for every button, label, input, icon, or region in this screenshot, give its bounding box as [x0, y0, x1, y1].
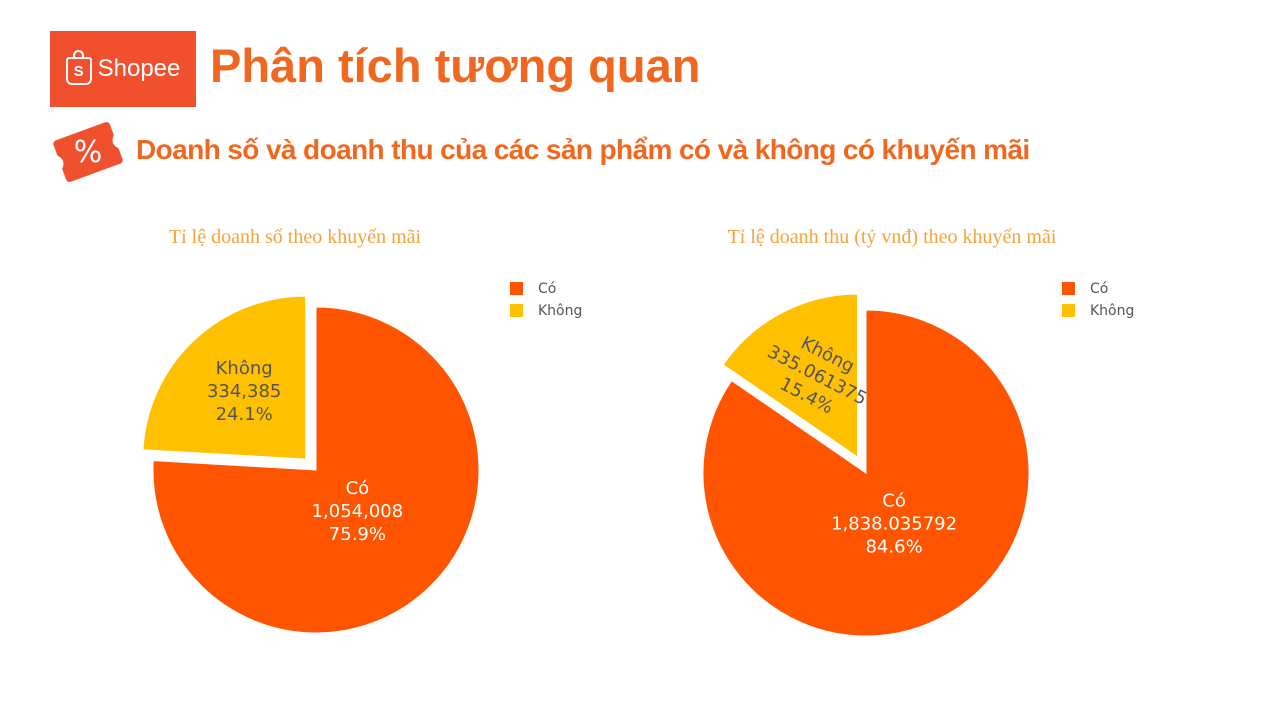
- slice-percent: 84.6%: [865, 536, 922, 557]
- discount-tag-icon: %: [53, 122, 123, 182]
- legend-swatch-co: [510, 282, 523, 295]
- legend-swatch-khong: [510, 304, 523, 317]
- pie-slice-co: [702, 309, 1030, 637]
- legend-label-co: Có: [538, 281, 556, 297]
- pie-slice-khong: [722, 293, 859, 459]
- logo-text: Shopee: [97, 55, 181, 82]
- slice-name: Không: [216, 358, 273, 379]
- chart-2-legend: Có Không: [1062, 281, 1134, 319]
- chart-revenue-ratio: Tỉ lệ doanh thu (tỷ vnđ) theo khuyến mãi…: [702, 226, 1134, 637]
- pie-slice-khong: [142, 295, 307, 460]
- chart-sales-ratio: Tỉ lệ doanh số theo khuyến mãi Có 1,054,0…: [142, 226, 582, 634]
- page-title: Phân tích tương quan: [210, 39, 701, 92]
- legend-swatch-co: [1062, 282, 1075, 295]
- chart-1-legend: Có Không: [510, 281, 582, 319]
- shopee-logo: S Shopee: [50, 31, 196, 107]
- slice-percent: 75.9%: [329, 524, 386, 545]
- chart-2-pie: Có 1,838.035792 84.6%Không335.06137515.4%: [702, 293, 1030, 637]
- tag-symbol: %: [74, 135, 103, 170]
- legend-label-khong: Không: [1090, 303, 1134, 319]
- slice-value: 1,838.035792: [831, 513, 957, 534]
- legend-swatch-khong: [1062, 304, 1075, 317]
- slice-label-co: Có 1,838.035792 84.6%: [831, 490, 957, 557]
- slice-value: 334,385: [207, 381, 281, 402]
- slice-name: Có: [882, 490, 906, 511]
- section-subtitle: Doanh số và doanh thu của các sản phẩm c…: [136, 134, 1030, 165]
- shopping-bag-icon: S: [65, 50, 92, 85]
- logo-letter: S: [73, 62, 84, 80]
- slice-label-khong: Không 334,385 24.1%: [207, 358, 281, 425]
- slice-name: Có: [346, 478, 370, 499]
- legend-label-co: Có: [1090, 281, 1108, 297]
- slice-label-co: Có 1,054,008 75.9%: [312, 478, 404, 545]
- legend-label-khong: Không: [538, 303, 582, 319]
- chart-1-title: Tỉ lệ doanh số theo khuyến mãi: [169, 226, 422, 248]
- chart-1-pie: Có 1,054,008 75.9% Không 334,385 24.1%: [142, 295, 480, 634]
- slice-value: 1,054,008: [312, 501, 404, 522]
- slice-percent: 24.1%: [216, 404, 273, 425]
- chart-2-title: Tỉ lệ doanh thu (tỷ vnđ) theo khuyến mãi: [728, 226, 1057, 248]
- pie-slice-co: [152, 306, 480, 634]
